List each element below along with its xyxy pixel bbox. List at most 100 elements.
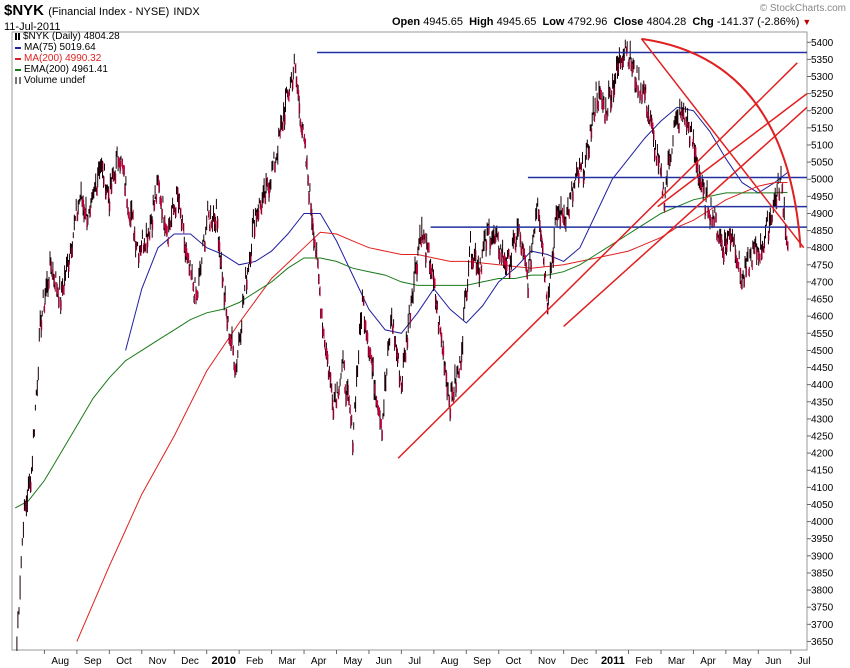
open-label: Open [392,16,421,28]
x-tick-label: Jun [765,656,781,667]
bar-icon [15,33,20,40]
x-tick-label: May [733,656,752,667]
x-tick-label: Jul [408,656,421,667]
x-tick-label: Mar [668,656,686,667]
x-tick-label: Sep [84,656,102,667]
y-tick-label: 5100 [811,140,834,151]
legend-item-ema200: EMA(200) 4961.41 [15,64,120,75]
open-value: 4945.65 [423,16,463,28]
chart-date: 11-Jul-2011 [4,21,61,33]
trendline-diagonal [640,38,805,249]
x-tick-label: Nov [149,656,167,667]
volume-icon [15,77,21,84]
y-tick-label: 4050 [811,500,834,511]
y-tick-label: 3800 [811,586,834,597]
brand-watermark: © StockCharts.com [759,3,846,14]
x-tick-label: Oct [506,656,522,667]
x-tick-label: Sep [473,656,491,667]
y-tick-label: 4800 [811,243,834,254]
low-label: Low [542,16,565,28]
chg-label: Chg [692,16,714,28]
legend: $NYK (Daily) 4804.28 MA(75) 5019.64 MA(2… [15,31,120,86]
y-tick-label: 3650 [811,637,834,648]
high-label: High [469,16,494,28]
y-tick-label: 3950 [811,534,834,545]
y-tick-label: 5200 [811,106,834,117]
legend-item-ma75: MA(75) 5019.64 [15,42,120,53]
y-tick-label: 4300 [811,414,834,425]
y-tick-label: 4700 [811,277,834,288]
y-tick-label: 5400 [811,38,834,49]
x-tick-label: Aug [51,656,69,667]
trendline-diagonal [563,106,808,328]
trendline-arc [641,37,802,248]
y-tick-label: 5350 [811,55,834,66]
y-tick-label: 5300 [811,72,834,83]
y-tick-label: 3700 [811,620,834,631]
legend-item-volume: Volume undef [15,75,120,86]
y-tick-label: 4550 [811,329,834,340]
x-tick-label: May [343,656,362,667]
x-tick-label: Dec [181,656,199,667]
y-tick-label: 4450 [811,363,834,374]
y-tick-label: 5000 [811,175,834,186]
y-tick-label: 3850 [811,568,834,579]
y-tick-label: 5050 [811,158,834,169]
x-tick-label: Jul [798,656,811,667]
index-name: (Financial Index - NYSE) [48,6,170,18]
legend-item-ma200: MA(200) 4990.32 [15,53,120,64]
close-label: Close [613,16,644,28]
symbol: $NYK [4,2,45,19]
ohlc-summary: Open 4945.65 High 4945.65 Low 4792.96 Cl… [392,16,811,28]
x-tick-label: Apr [311,656,327,667]
legend-text: MA(75) 5019.64 [24,42,96,53]
x-tick-label: Mar [278,656,296,667]
series-line-ema200 [14,191,788,509]
price-bars [16,39,788,651]
legend-text: $NYK (Daily) 4804.28 [23,31,120,42]
legend-text: MA(200) 4990.32 [24,53,102,64]
y-tick-label: 4750 [811,260,834,271]
y-tick-label: 4600 [811,312,834,323]
y-tick-label: 3900 [811,551,834,562]
y-tick-label: 4900 [811,209,834,220]
x-tick-label: Dec [571,656,589,667]
series-line-ma200 [76,182,788,642]
y-tick-label: 4250 [811,432,834,443]
y-tick-label: 4500 [811,346,834,357]
legend-text: Volume undef [24,75,86,86]
x-tick-label: Aug [441,656,459,667]
y-tick-label: 4350 [811,397,834,408]
y-tick-label: 4200 [811,449,834,460]
x-tick-label: 2010 [212,655,236,667]
line-swatch-icon [15,46,21,49]
down-arrow-icon: ▼ [802,17,812,27]
x-tick-label: Apr [700,656,716,667]
y-tick-label: 5250 [811,89,834,100]
trendline-diagonal [657,93,808,208]
high-value: 4945.65 [496,16,537,28]
price-bars-down [25,46,789,512]
x-tick-label: 2011 [601,655,625,667]
y-tick-label: 4850 [811,226,834,237]
low-value: 4792.96 [567,16,608,28]
line-swatch-icon [15,57,21,60]
x-tick-label: Feb [246,656,264,667]
legend-item-price: $NYK (Daily) 4804.28 [15,31,120,42]
trendline-diagonal [397,62,798,459]
y-tick-label: 4950 [811,192,834,203]
y-tick-label: 4150 [811,466,834,477]
chg-value: -141.37 (-2.86%) [716,16,800,28]
y-tick-label: 4000 [811,517,834,528]
y-tick-label: 4100 [811,483,834,494]
x-tick-label: Oct [116,656,132,667]
series-line-ma75 [125,106,788,351]
legend-text: EMA(200) 4961.41 [24,64,108,75]
exchange: INDX [173,6,200,18]
line-swatch-icon [15,68,21,71]
chart-title: $NYK (Financial Index - NYSE) INDX [4,2,200,19]
x-tick-label: Feb [635,656,653,667]
close-value: 4804.28 [646,16,687,28]
plot-frame [11,31,808,651]
